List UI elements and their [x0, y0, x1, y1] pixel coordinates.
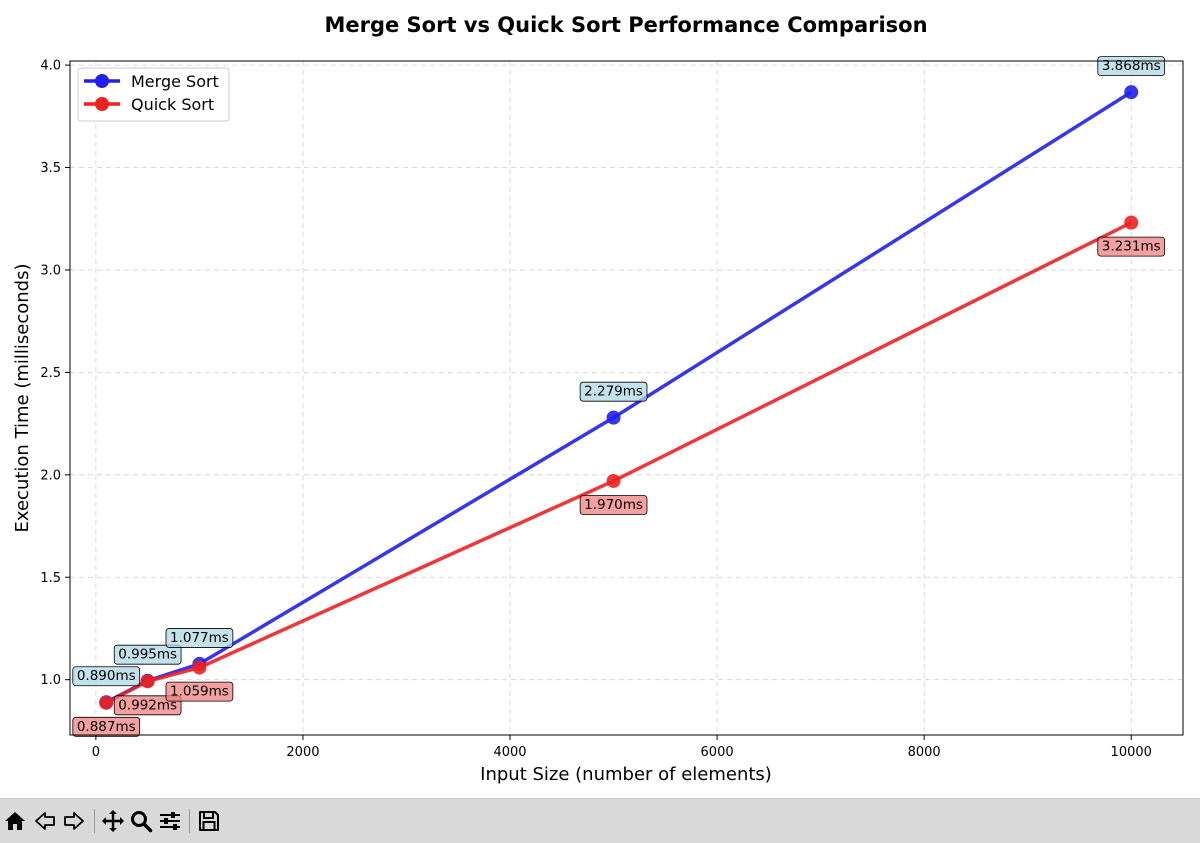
data-label-text: 1.077ms	[170, 630, 229, 646]
zoom-icon[interactable]	[128, 808, 154, 834]
data-label-box	[165, 681, 234, 702]
home-icon[interactable]	[2, 808, 28, 834]
data-label-text: 3.231ms	[1102, 239, 1161, 255]
legend-marker-merge-sort	[95, 74, 109, 88]
data-point-quick-sort	[99, 695, 114, 710]
data-label-text: 0.890ms	[77, 668, 136, 684]
y-tick-label: 3.0	[40, 263, 61, 278]
data-label-text: 1.059ms	[170, 684, 229, 700]
y-axis-label: Execution Time (milliseconds)	[12, 264, 33, 533]
data-label-box	[113, 695, 182, 716]
data-label-box	[1097, 236, 1166, 257]
data-label-merge-sort: 1.077ms	[165, 628, 234, 648]
x-tick-label: 0	[92, 745, 100, 760]
legend-label-quick-sort: Quick Sort	[131, 95, 214, 114]
legend: Merge Sort Quick Sort	[77, 67, 230, 122]
y-tick-label: 1.0	[40, 673, 61, 688]
data-label-quick-sort: 1.059ms	[165, 681, 234, 702]
axis-ticks: 0 2000 4000 6000 8000 10000 1.0 1.5 2.0 2.5 3.0 3.5…	[40, 59, 1152, 760]
x-tick-label: 2000	[286, 745, 319, 760]
data-label-quick-sort: 0.887ms	[72, 716, 141, 737]
data-label-box	[579, 495, 648, 515]
data-label-box	[579, 381, 648, 402]
data-point-merge-sort	[606, 410, 621, 425]
data-label-text: 0.995ms	[118, 647, 177, 663]
data-label-box	[113, 644, 182, 665]
x-tick-label: 6000	[701, 745, 734, 760]
toolbar-separator	[94, 809, 95, 833]
x-tick-label: 4000	[493, 745, 526, 760]
toolbar-separator	[189, 809, 190, 833]
grid	[70, 61, 1183, 735]
data-label-merge-sort: 0.995ms	[113, 644, 182, 665]
forward-icon[interactable]	[61, 808, 87, 834]
y-tick-label: 1.5	[40, 571, 61, 586]
plot-area[interactable]	[69, 60, 1184, 736]
y-tick-label: 4.0	[40, 59, 61, 74]
data-label-merge-sort: 2.279ms	[579, 381, 648, 402]
data-label-text: 3.868ms	[1102, 58, 1161, 74]
data-point-quick-sort	[1124, 215, 1139, 230]
data-label-quick-sort: 1.970ms	[579, 495, 648, 515]
x-tick-label: 8000	[908, 745, 941, 760]
y-tick-label: 2.0	[40, 468, 61, 483]
legend-marker-quick-sort	[95, 97, 109, 111]
chart-title: Merge Sort vs Quick Sort Performance Com…	[324, 13, 927, 37]
legend-label-merge-sort: Merge Sort	[131, 72, 219, 91]
data-point-quick-sort	[192, 660, 207, 675]
series-layer	[99, 85, 1139, 710]
legend-entry-merge-sort: Merge Sort	[84, 72, 219, 91]
legend-entry-quick-sort: Quick Sort	[84, 95, 214, 114]
data-label-text: 0.992ms	[118, 697, 177, 713]
data-label-text: 1.970ms	[584, 497, 643, 513]
data-label-merge-sort: 3.868ms	[1097, 56, 1166, 77]
back-icon[interactable]	[32, 808, 58, 834]
data-label-text: 0.887ms	[77, 719, 136, 735]
y-tick-label: 2.5	[40, 366, 61, 381]
series-line-quick-sort	[105, 221, 1133, 705]
data-point-merge-sort	[1124, 85, 1139, 100]
data-label-text: 2.279ms	[584, 384, 643, 400]
y-tick-label: 3.5	[40, 161, 61, 176]
toolbar	[0, 798, 1200, 843]
data-point-quick-sort	[140, 674, 155, 689]
data-label-quick-sort: 0.992ms	[113, 695, 182, 716]
data-label-quick-sort: 3.231ms	[1097, 236, 1166, 257]
data-label-box	[72, 666, 141, 687]
pan-icon[interactable]	[100, 808, 126, 834]
save-icon[interactable]	[196, 808, 222, 834]
data-point-quick-sort	[606, 473, 621, 488]
data-label-box	[165, 628, 234, 648]
data-label-merge-sort: 0.890ms	[72, 666, 141, 687]
data-label-box	[72, 716, 141, 737]
chart-figure: Merge Sort vs Quick Sort Performance Com…	[12, 13, 1184, 785]
x-axis-label: Input Size (number of elements)	[480, 764, 772, 785]
configure-icon[interactable]	[157, 808, 183, 834]
x-tick-label: 10000	[1111, 745, 1152, 760]
